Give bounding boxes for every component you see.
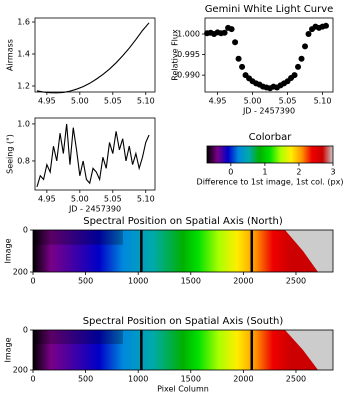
x-tick-label: 4.95: [38, 195, 56, 204]
x-tick-label: 0: [228, 168, 233, 177]
x-axis-label: JD - 2457390: [68, 205, 121, 214]
x-tick-label: 2500: [286, 375, 306, 384]
y-axis-label: Seeing ("): [6, 134, 15, 174]
x-tick-label: 5.00: [71, 195, 89, 204]
x-tick-label: 1000: [128, 277, 148, 286]
x-tick-label: 500: [78, 277, 93, 286]
x-tick-label: 2500: [286, 277, 306, 286]
x-tick-label: 5.10: [314, 97, 332, 106]
panel-title: Spectral Position on Spatial Axis (South…: [83, 316, 284, 327]
x-tick-label: 1000: [128, 375, 148, 384]
data-point: [295, 63, 302, 70]
data-point: [235, 55, 242, 62]
y-tick-label: 0: [23, 326, 28, 335]
axes-frame: [32, 329, 334, 371]
y-tick-label: 1.4: [17, 50, 30, 59]
data-point: [305, 31, 312, 38]
y-axis-label: Airmass: [6, 39, 15, 71]
y-tick-label: 1.000: [177, 30, 200, 39]
x-tick-label: 3: [330, 168, 335, 177]
heatmap: [33, 230, 333, 272]
x-axis-label: Difference to 1st image, 1st col. (px): [197, 178, 344, 187]
y-axis-label: Image: [4, 238, 13, 263]
y-tick-label: 1.6: [17, 18, 30, 27]
x-tick-label: 2000: [233, 277, 253, 286]
saturated-region: [285, 330, 333, 370]
x-tick-label: 5.10: [137, 97, 155, 106]
x-tick-label: 2000: [233, 375, 253, 384]
saturated-region: [285, 230, 333, 272]
heatmap-shade: [33, 230, 123, 245]
panel-title: Gemini White Light Curve: [205, 4, 334, 15]
y-tick-label: 200: [13, 268, 28, 277]
x-tick-label: 5.05: [104, 97, 122, 106]
panel-title: Spectral Position on Spatial Axis (North…: [83, 216, 283, 227]
x-tick-label: 5.00: [71, 97, 89, 106]
heatmap: [33, 330, 333, 370]
y-tick-label: 200: [13, 366, 28, 375]
colorbar: [206, 145, 334, 164]
x-tick-label: 4.95: [209, 97, 227, 106]
y-tick-label: 0.990: [177, 71, 200, 80]
x-tick-label: 0: [30, 277, 35, 286]
y-tick-label: 0.995: [177, 50, 200, 59]
axes-frame: [32, 229, 334, 273]
x-tick-label: 1: [262, 168, 267, 177]
x-tick-label: 500: [78, 375, 93, 384]
y-tick-label: 1.0: [17, 119, 30, 128]
data-line: [36, 123, 150, 188]
data-point: [232, 39, 239, 46]
data-point: [298, 55, 305, 62]
data-point: [228, 26, 235, 33]
x-tick-label: 5.05: [279, 97, 297, 106]
y-axis-label: Relative Flux: [171, 29, 180, 81]
y-tick-label: 0: [23, 226, 28, 235]
data-point: [239, 63, 246, 70]
x-tick-label: 5.00: [244, 97, 262, 106]
x-tick-label: 1500: [181, 375, 201, 384]
axes-frame: [34, 17, 156, 93]
x-tick-label: 4.95: [38, 97, 56, 106]
y-axis-label: Image: [4, 337, 13, 362]
y-tick-label: 1.2: [17, 82, 30, 91]
x-axis-label: Pixel Column: [157, 385, 209, 394]
data-point: [291, 72, 298, 79]
x-tick-label: 1500: [181, 277, 201, 286]
heatmap-shade: [33, 330, 123, 344]
data-point: [221, 29, 228, 36]
data-point: [323, 22, 330, 29]
x-tick-label: 5.10: [137, 195, 155, 204]
x-tick-label: 0: [30, 375, 35, 384]
panel-title: Colorbar: [249, 132, 293, 143]
y-tick-label: 0.8: [17, 156, 30, 165]
data-line: [36, 22, 150, 94]
x-tick-label: 5.05: [104, 195, 122, 204]
x-axis-label: JD - 2457390: [242, 107, 295, 116]
x-tick-label: 2: [296, 168, 301, 177]
data-point: [302, 43, 309, 50]
axes-frame: [34, 117, 156, 191]
axes-frame: [204, 17, 334, 93]
